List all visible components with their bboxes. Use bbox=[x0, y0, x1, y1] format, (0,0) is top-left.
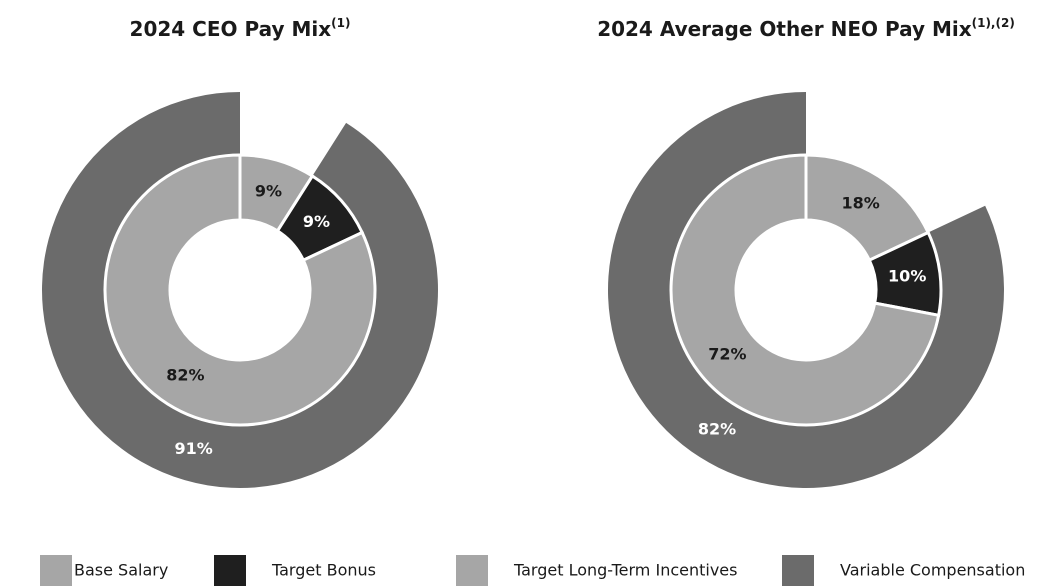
value-label: 82% bbox=[166, 366, 204, 385]
legend-label: Target Bonus bbox=[271, 561, 376, 580]
legend-swatch bbox=[40, 555, 72, 586]
legend-label: Base Salary bbox=[74, 561, 168, 580]
value-label: 91% bbox=[175, 439, 213, 458]
value-label: 10% bbox=[888, 267, 926, 286]
outer-segment bbox=[607, 92, 1004, 488]
outer-segment bbox=[41, 92, 438, 488]
title-note: (1),(2) bbox=[972, 16, 1015, 30]
value-label: 18% bbox=[842, 193, 880, 212]
inner-segment bbox=[669, 153, 941, 427]
title-note: (1) bbox=[331, 16, 350, 30]
chart-title: 2024 Average Other NEO Pay Mix(1),(2) bbox=[597, 16, 1015, 41]
legend-swatch bbox=[456, 555, 488, 586]
value-label: 9% bbox=[255, 182, 282, 201]
chart-title: 2024 CEO Pay Mix(1) bbox=[130, 16, 351, 41]
title-text: 2024 Average Other NEO Pay Mix bbox=[597, 17, 972, 41]
title-text: 2024 CEO Pay Mix bbox=[130, 17, 332, 41]
legend-swatch bbox=[214, 555, 246, 586]
legend-label: Target Long-Term Incentives bbox=[513, 561, 737, 580]
value-label: 82% bbox=[698, 420, 736, 439]
inner-segment bbox=[103, 153, 377, 427]
value-label: 72% bbox=[708, 345, 746, 364]
value-label: 9% bbox=[303, 212, 330, 231]
legend-label: Variable Compensation bbox=[840, 561, 1025, 580]
legend-swatch bbox=[782, 555, 814, 586]
